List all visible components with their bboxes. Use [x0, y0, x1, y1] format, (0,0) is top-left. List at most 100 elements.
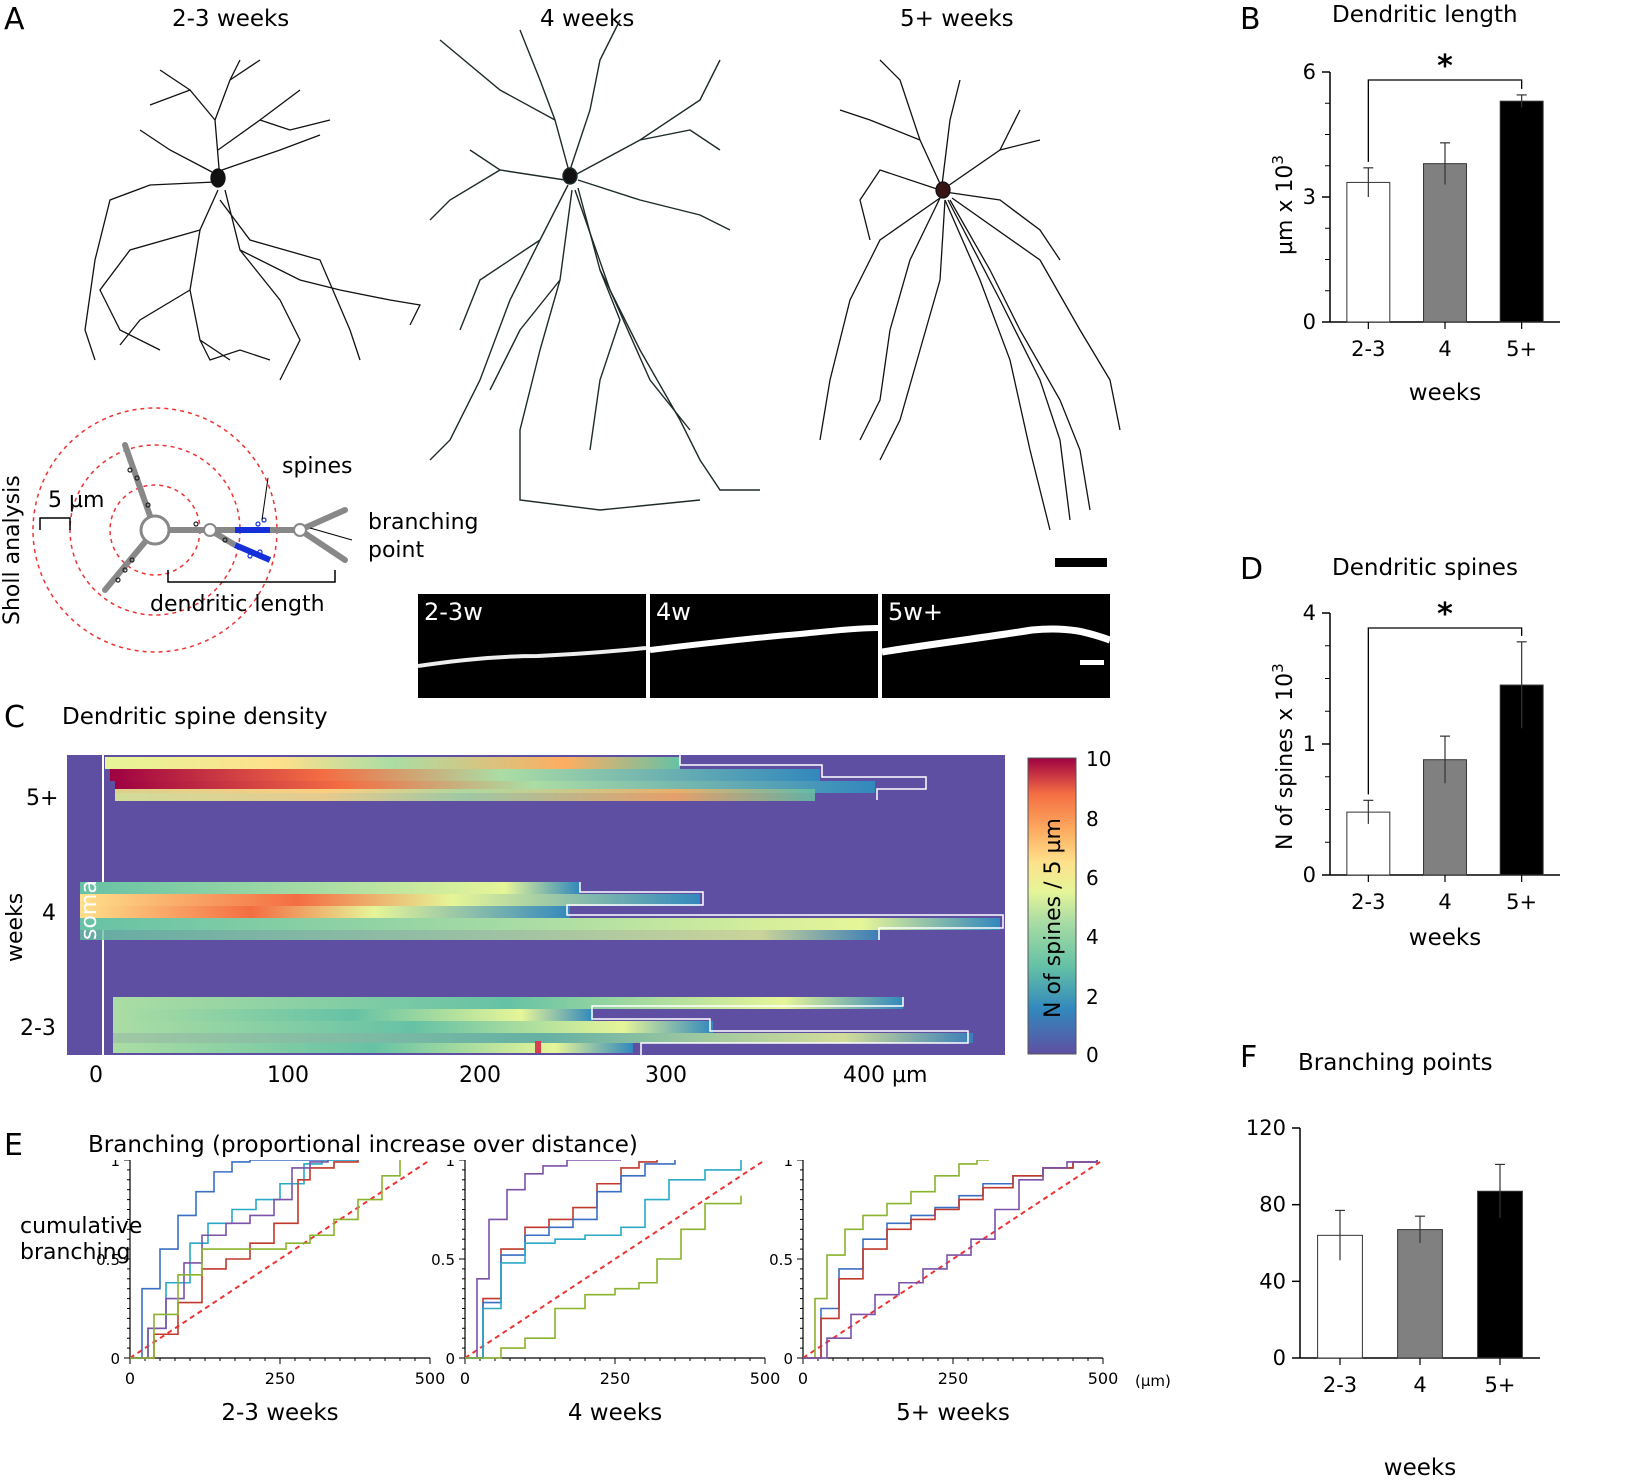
micrograph-4w: 4w [650, 594, 878, 698]
heatmap-row-2-5 [113, 1043, 633, 1053]
bar-5+ [1477, 1190, 1523, 1359]
e-series-blue-0 [130, 1160, 358, 1359]
y-tick-label: 0 [1303, 310, 1316, 334]
e-series-green-0 [130, 1160, 401, 1359]
heatmap-xtick-400: 400 µm [843, 1063, 927, 1088]
e-series-green-2 [803, 1160, 989, 1359]
bar-5+ [1499, 100, 1544, 323]
heatmap-hotspot [535, 1041, 541, 1053]
e-x-tick-label: 0 [460, 1369, 470, 1388]
e-panel-label-1: 4 weeks [568, 1400, 662, 1426]
e-series-purple-0 [130, 1160, 329, 1359]
x-axis-label: weeks [1384, 1455, 1456, 1480]
colorbar-tick-4: 4 [1086, 925, 1099, 949]
e-diagonal-1 [464, 1160, 766, 1359]
bar-4 [1397, 1229, 1443, 1359]
panel-letter-f: F [1240, 1040, 1258, 1075]
panel-letter-c: C [4, 700, 25, 735]
colorbar [1027, 757, 1077, 1055]
heatmap-ylabel: weeks [3, 893, 28, 962]
heatmap-row-2-1 [113, 997, 903, 1009]
heatmap-xtick-200: 200 [459, 1063, 501, 1088]
heatmap-xtick-0: 0 [89, 1063, 103, 1088]
colorbar-tick-6: 6 [1086, 866, 1099, 890]
branching-title: Branching (proportional increase over di… [88, 1132, 638, 1158]
colorbar-tick-10: 10 [1086, 747, 1111, 771]
bar-4 [1423, 759, 1467, 876]
branching-label-1: branching [368, 510, 479, 535]
e-x-tick-label: 250 [938, 1369, 969, 1388]
heatmap-row-4-4 [80, 918, 1000, 930]
micrograph-2-3w: 2-3w [418, 594, 646, 698]
chart-title: Branching points [1298, 1050, 1493, 1076]
x-tick-label-4: 4 [1438, 890, 1451, 914]
chart-branching-points: Branching points 0 40 80 120 2-3 4 5+ weeks [1246, 1050, 1540, 1480]
x-tick-label-4: 4 [1413, 1373, 1426, 1397]
neuron-2-3-weeks [84, 59, 421, 381]
e-panel-label-0: 2-3 weeks [221, 1400, 338, 1426]
micrograph-label-4w: 4w [656, 598, 691, 626]
e-x-tick-label: 500 [1088, 1369, 1119, 1388]
branch-pointer [309, 527, 353, 541]
significance-star: * [1437, 597, 1453, 632]
x-tick-label-2-3: 2-3 [1351, 890, 1385, 914]
heatmap-row-2-4 [113, 1033, 973, 1043]
y-tick-label: 1 [1303, 732, 1316, 756]
y-axis-label-superscript: 3 [1269, 663, 1287, 673]
e-y-tick-label: 0.5 [96, 1251, 120, 1269]
neuron-5-weeks [819, 59, 1121, 531]
y-tick-label: 6 [1303, 60, 1316, 84]
sholl-scale-label: 5 µm [48, 488, 105, 513]
e-x-tick-label: 0 [798, 1369, 808, 1388]
y-tick-label: 120 [1246, 1116, 1286, 1140]
scale-bracket [39, 517, 71, 530]
heatmap-row-2-3 [113, 1021, 713, 1033]
cumulative-label: cumulative [20, 1214, 143, 1239]
y-tick-label: 40 [1259, 1269, 1286, 1293]
soma-label: soma [77, 880, 102, 940]
bar-2-3 [1346, 181, 1391, 323]
x-tick-label-5+: 5+ [1485, 1373, 1516, 1397]
e-y-tick-label: 0 [783, 1350, 793, 1368]
e-y-tick-label: 0 [110, 1350, 120, 1368]
e-x-tick-label: 500 [415, 1369, 446, 1388]
panel-letter-d: D [1240, 552, 1264, 587]
panel-letter-b: B [1240, 2, 1261, 37]
y-tick-label: 3 [1303, 185, 1316, 209]
heatmap-row-4-2 [80, 894, 700, 906]
e-series-green-1 [465, 1195, 742, 1359]
soma-node [139, 514, 171, 546]
micrograph-label-2-3w: 2-3w [424, 598, 483, 626]
heatmap-row-4-1 [80, 882, 580, 894]
chart-title: Dendritic spines [1332, 555, 1518, 581]
chart-dendritic-spines: Dendritic spines 0 1 4 2-3 4 5+ weeks * N of spin… [1269, 555, 1560, 951]
significance-bracket [1367, 627, 1523, 795]
y-tick-label: 0 [1273, 1346, 1286, 1370]
x-axis-label: weeks [1409, 380, 1481, 406]
e-x-tick-label: 250 [265, 1369, 296, 1388]
y-axis-label-superscript: 3 [1269, 155, 1287, 165]
e-x-tick-label: 500 [750, 1369, 781, 1388]
colorbar-tick-0: 0 [1086, 1043, 1099, 1067]
heatmap-row-5-2 [110, 769, 820, 781]
x-tick-label-4: 4 [1438, 337, 1451, 361]
x-tick-label-5+: 5+ [1506, 890, 1537, 914]
significance-star: * [1437, 49, 1453, 84]
e-panel-label-2: 5+ weeks [896, 1400, 1010, 1426]
length-bracket [167, 570, 336, 583]
x-tick-label-2-3: 2-3 [1351, 337, 1385, 361]
e-series-blue-2 [803, 1160, 1098, 1359]
heatmap-title: Dendritic spine density [62, 704, 328, 730]
y-axis-label: N of spines x 103 [1269, 663, 1298, 850]
y-tick-label: 80 [1259, 1193, 1286, 1217]
dendritic-length-label: dendritic length [150, 592, 325, 617]
chart-title: Dendritic length [1332, 2, 1518, 28]
e-y-tick-label: 0.5 [769, 1251, 793, 1269]
heatmap-row-5-1 [105, 757, 680, 769]
chart-dendritic-length: Dendritic length 0 3 6 2-3 4 5+ weeks * µm x 103 [1269, 2, 1560, 406]
group-label-5-weeks: 5+ weeks [900, 6, 1014, 32]
e-series-blue-1 [465, 1160, 676, 1359]
micrograph-5w: 5w+ [882, 594, 1110, 698]
branching-label-2: point [368, 538, 425, 563]
e-series-red-0 [130, 1160, 359, 1359]
